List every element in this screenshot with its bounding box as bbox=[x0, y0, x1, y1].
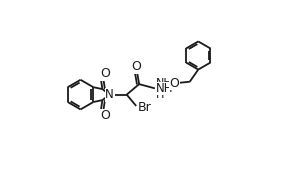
Text: Br: Br bbox=[138, 101, 151, 114]
Text: O: O bbox=[131, 60, 140, 73]
Text: O: O bbox=[169, 77, 179, 90]
Text: NH
H: NH H bbox=[156, 78, 173, 100]
Text: O: O bbox=[100, 109, 110, 122]
Text: O: O bbox=[100, 67, 110, 80]
Text: NH: NH bbox=[156, 82, 173, 95]
Text: N: N bbox=[105, 88, 114, 101]
